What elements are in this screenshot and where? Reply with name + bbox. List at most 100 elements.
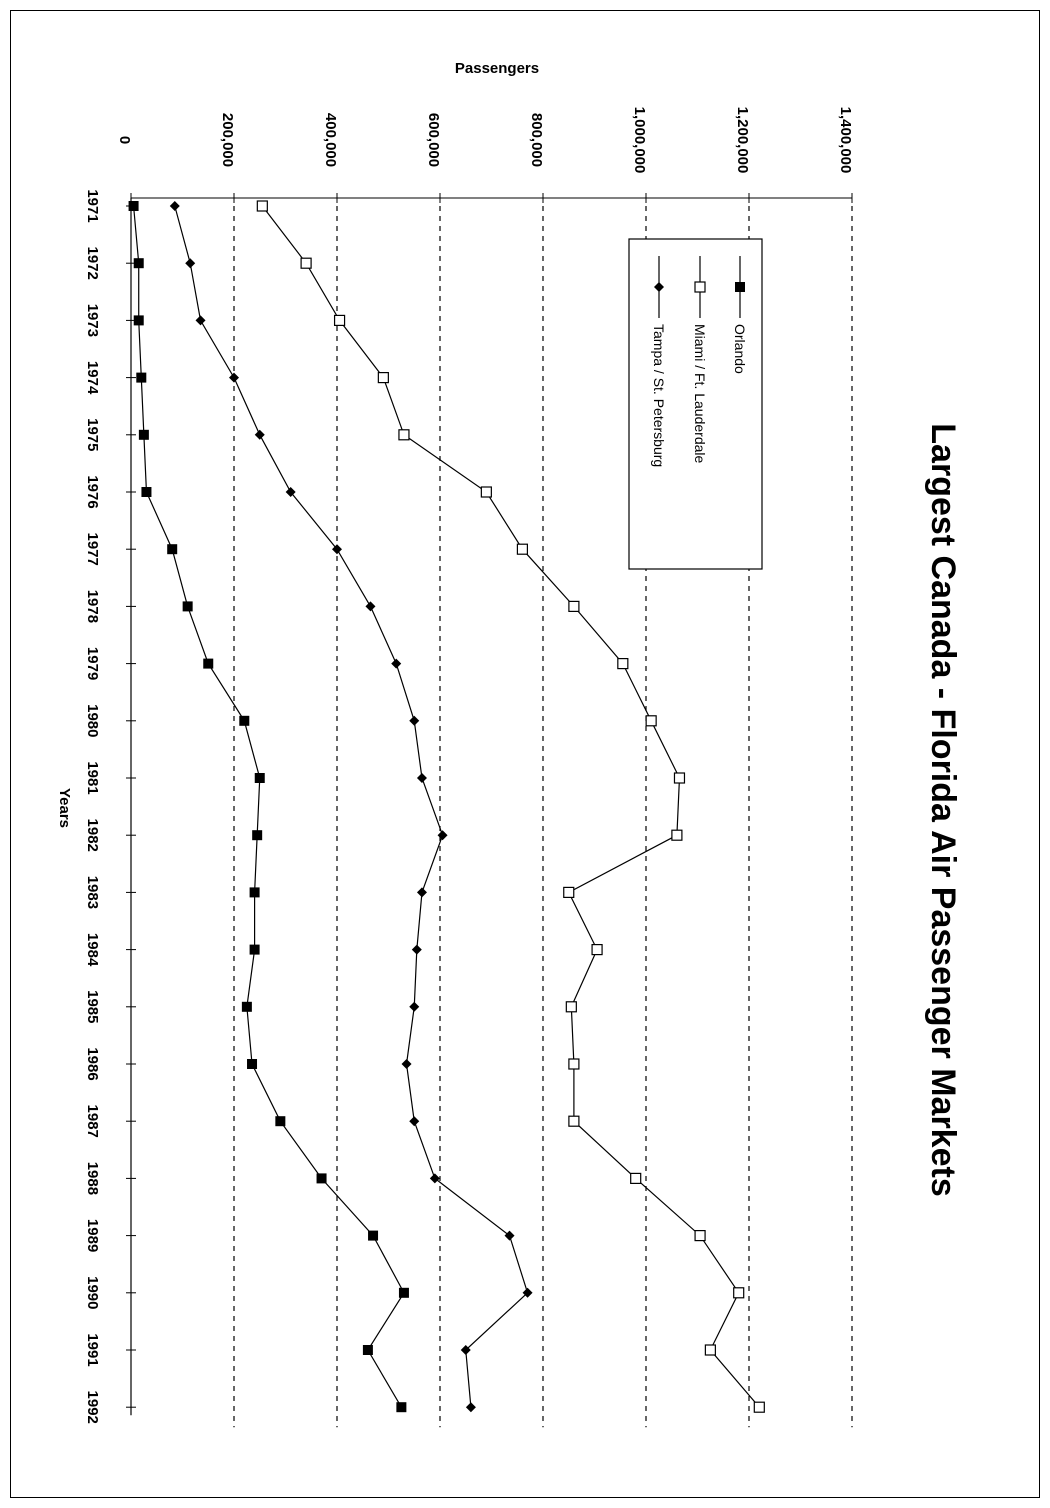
legend-marker bbox=[694, 281, 706, 293]
legend-label: Tampa / St. Petersburg bbox=[651, 324, 667, 467]
data-point bbox=[645, 715, 657, 727]
x-tick-label: 1972 bbox=[84, 247, 101, 280]
data-point bbox=[275, 1116, 286, 1127]
x-tick-label: 1992 bbox=[84, 1391, 101, 1424]
data-point bbox=[133, 315, 144, 326]
data-point bbox=[460, 1345, 471, 1355]
x-tick-label: 1976 bbox=[84, 475, 101, 508]
data-point bbox=[563, 886, 575, 899]
data-point bbox=[568, 1115, 580, 1127]
x-tick-label: 1989 bbox=[84, 1219, 101, 1252]
data-point bbox=[169, 201, 180, 211]
x-tick-label: 1988 bbox=[84, 1162, 101, 1195]
x-tick-label: 1981 bbox=[84, 761, 101, 794]
data-point bbox=[136, 372, 147, 383]
data-point bbox=[167, 544, 178, 555]
series-lines bbox=[128, 200, 765, 1413]
data-point bbox=[249, 887, 260, 898]
data-point bbox=[128, 201, 139, 211]
data-point bbox=[333, 314, 346, 326]
data-point bbox=[229, 372, 239, 383]
y-tick-label: 1,000,000 bbox=[631, 107, 648, 174]
data-point bbox=[247, 1059, 258, 1069]
legend-marker bbox=[654, 282, 664, 292]
x-tick-label: 1984 bbox=[84, 933, 101, 967]
x-tick-label: 1977 bbox=[84, 533, 101, 566]
data-point bbox=[516, 543, 529, 555]
data-point bbox=[377, 372, 389, 384]
x-tick-label: 1980 bbox=[84, 704, 101, 737]
data-point bbox=[368, 1230, 379, 1241]
legend-label: Miami / Ft. Lauderdale bbox=[692, 324, 708, 463]
legend-marker bbox=[735, 282, 745, 292]
chart-title: Largest Canada - Florida Air Passenger M… bbox=[924, 423, 962, 1196]
y-axis-title: Passengers bbox=[455, 60, 539, 77]
data-point bbox=[398, 429, 410, 441]
data-point bbox=[416, 773, 427, 783]
data-point bbox=[409, 1001, 420, 1012]
y-tick-label: 800,000 bbox=[528, 113, 545, 167]
data-point bbox=[480, 486, 492, 498]
series-line bbox=[261, 205, 760, 1408]
data-point bbox=[203, 658, 214, 669]
legend: Orlando Miami / Ft. Lauderdale Tampa / St.… bbox=[628, 238, 763, 570]
x-tick-label: 1971 bbox=[84, 189, 101, 222]
y-tick-label: 1,400,000 bbox=[837, 107, 854, 174]
data-point bbox=[568, 600, 580, 613]
data-point bbox=[704, 1344, 716, 1356]
data-point bbox=[733, 1287, 745, 1299]
data-point bbox=[617, 657, 629, 670]
y-tick-label: 1,200,000 bbox=[734, 107, 751, 174]
series-Orlando bbox=[128, 201, 409, 1413]
data-point bbox=[285, 487, 296, 497]
data-point bbox=[398, 1287, 409, 1298]
data-point bbox=[300, 257, 312, 269]
x-tick-labels: 1971 1972 1973 1974 1975 1976 1977 1978 1979 1980… bbox=[84, 189, 101, 1424]
data-point bbox=[141, 487, 152, 497]
x-tick-label: 1987 bbox=[84, 1105, 101, 1138]
data-point bbox=[753, 1401, 765, 1413]
data-point bbox=[568, 1058, 580, 1070]
legend-label: Orlando bbox=[732, 324, 748, 374]
series-Miami / Ft. Lauderdale bbox=[256, 200, 765, 1413]
x-tick-label: 1991 bbox=[84, 1333, 101, 1366]
x-axis-title: Years bbox=[56, 788, 73, 828]
data-point bbox=[565, 1001, 577, 1013]
series-line bbox=[132, 205, 405, 1408]
y-tick-labels: 0 200,000 400,000 600,000 800,000 1,000,000 1,… bbox=[116, 107, 854, 174]
series-Tampa / St. Petersburg bbox=[169, 201, 533, 1413]
data-point bbox=[671, 829, 683, 841]
data-point bbox=[185, 258, 196, 269]
data-point bbox=[365, 601, 376, 612]
data-point bbox=[401, 1059, 412, 1069]
data-point bbox=[522, 1287, 533, 1298]
data-point bbox=[694, 1229, 706, 1242]
data-point bbox=[465, 1402, 476, 1413]
y-tick-label: 600,000 bbox=[425, 113, 442, 167]
y-tick-label: 0 bbox=[116, 136, 133, 144]
data-point bbox=[254, 429, 265, 440]
data-point bbox=[316, 1173, 327, 1184]
x-tick-label: 1975 bbox=[84, 418, 101, 451]
page-frame bbox=[10, 10, 1040, 1498]
data-point bbox=[673, 772, 686, 784]
axes bbox=[126, 193, 853, 1416]
x-tick-label: 1986 bbox=[84, 1047, 101, 1080]
data-point bbox=[416, 887, 427, 898]
data-point bbox=[138, 429, 149, 440]
data-point bbox=[195, 315, 206, 326]
y-tick-label: 200,000 bbox=[219, 113, 236, 167]
x-tick-label: 1974 bbox=[84, 361, 101, 395]
data-point bbox=[249, 944, 260, 955]
data-point bbox=[332, 544, 342, 555]
data-point bbox=[362, 1345, 373, 1355]
x-tick-label: 1990 bbox=[84, 1276, 101, 1309]
data-point bbox=[256, 200, 268, 212]
data-point bbox=[252, 830, 263, 841]
series-line bbox=[174, 205, 529, 1408]
data-point bbox=[409, 1116, 420, 1127]
data-point bbox=[133, 258, 144, 269]
x-tick-label: 1978 bbox=[84, 590, 101, 623]
data-point bbox=[591, 943, 603, 956]
